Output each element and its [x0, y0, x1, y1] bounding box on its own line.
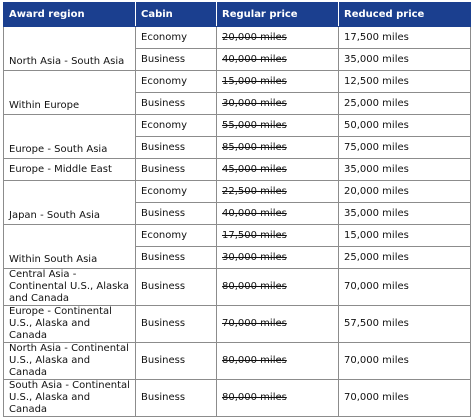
cabin-cell: Business [135, 136, 217, 159]
table-row: Europe - South Asia Economy 55,000 miles… [3, 114, 471, 159]
reduced-price-cell: 12,500 miles [338, 70, 471, 93]
reduced-price-cell: 15,000 miles [338, 224, 471, 247]
header-cabin: Cabin [135, 2, 217, 27]
reduced-price-cell: 17,500 miles [338, 26, 471, 49]
table-row: Business 40,000 miles 35,000 miles [4, 202, 471, 225]
reduced-price-cell: 70,000 miles [338, 342, 471, 380]
reduced-price-cell: 35,000 miles [338, 158, 471, 181]
cabin-cell: Economy [135, 224, 217, 247]
region-cell: South Asia - Continental U.S., Alaska an… [3, 379, 136, 417]
regular-price-cell: 80,000 miles [216, 379, 339, 417]
table-row: Business 30,000 miles 25,000 miles [4, 92, 471, 115]
regular-price-cell: 20,000 miles [216, 26, 339, 49]
cabin-cell: Business [135, 379, 217, 417]
header-regular-price: Regular price [216, 2, 339, 27]
table-row: North Asia - South Asia Economy 20,000 m… [3, 26, 471, 71]
table-row: South Asia - Continental U.S., Alaska an… [3, 379, 471, 417]
reduced-price-cell: 20,000 miles [338, 180, 471, 203]
reduced-price-cell: 25,000 miles [338, 92, 471, 115]
region-cell: Japan - South Asia [3, 180, 136, 225]
reduced-price-cell: 25,000 miles [338, 246, 471, 269]
cabin-cell: Business [135, 342, 217, 380]
regular-price-cell: 70,000 miles [216, 305, 339, 343]
regular-price-cell: 30,000 miles [216, 92, 339, 115]
regular-price-cell: 15,000 miles [216, 70, 339, 93]
cabin-cell: Business [135, 48, 217, 71]
table-row: Business 85,000 miles 75,000 miles [4, 136, 471, 159]
regular-price-cell: 85,000 miles [216, 136, 339, 159]
cabin-cell: Business [135, 202, 217, 225]
regular-price-cell: 55,000 miles [216, 114, 339, 137]
cabin-cell: Business [135, 246, 217, 269]
table-header-row: Award region Cabin Regular price Reduced… [3, 2, 471, 27]
reduced-price-cell: 70,000 miles [338, 268, 471, 306]
table-row: Europe - Continental U.S., Alaska and Ca… [3, 305, 471, 343]
header-reduced-price: Reduced price [338, 2, 471, 27]
reduced-price-cell: 70,000 miles [338, 379, 471, 417]
regular-price-cell: 40,000 miles [216, 48, 339, 71]
table-row: Europe - Middle East Business 45,000 mil… [3, 158, 471, 181]
region-cell: Within South Asia [3, 224, 136, 269]
regular-price-cell: 22,500 miles [216, 180, 339, 203]
cabin-cell: Business [135, 305, 217, 343]
regular-price-cell: 45,000 miles [216, 158, 339, 181]
cabin-cell: Economy [135, 180, 217, 203]
region-cell: Central Asia - Continental U.S., Alaska … [3, 268, 136, 306]
cabin-cell: Business [135, 268, 217, 306]
cabin-cell: Economy [135, 114, 217, 137]
cabin-cell: Economy [135, 70, 217, 93]
cabin-cell: Business [135, 158, 217, 181]
reduced-price-cell: 75,000 miles [338, 136, 471, 159]
cabin-cell: Business [135, 92, 217, 115]
reduced-price-cell: 57,500 miles [338, 305, 471, 343]
table-row: North Asia - Continental U.S., Alaska an… [3, 342, 471, 380]
header-award-region: Award region [3, 2, 136, 27]
table-row: Within South Asia Economy 17,500 miles 1… [3, 224, 471, 269]
region-cell: Within Europe [3, 70, 136, 115]
region-cell: Europe - South Asia [3, 114, 136, 159]
region-cell: Europe - Continental U.S., Alaska and Ca… [3, 305, 136, 343]
table-row: Central Asia - Continental U.S., Alaska … [3, 268, 471, 306]
region-cell: North Asia - Continental U.S., Alaska an… [3, 342, 136, 380]
regular-price-cell: 30,000 miles [216, 246, 339, 269]
regular-price-cell: 80,000 miles [216, 268, 339, 306]
reduced-price-cell: 35,000 miles [338, 202, 471, 225]
reduced-price-cell: 50,000 miles [338, 114, 471, 137]
table-row: Business 30,000 miles 25,000 miles [4, 246, 471, 269]
regular-price-cell: 80,000 miles [216, 342, 339, 380]
cabin-cell: Economy [135, 26, 217, 49]
table-row: Within Europe Economy 15,000 miles 12,50… [3, 70, 471, 115]
regular-price-cell: 17,500 miles [216, 224, 339, 247]
table-row: Japan - South Asia Economy 22,500 miles … [3, 180, 471, 225]
region-cell: North Asia - South Asia [3, 26, 136, 71]
reduced-price-cell: 35,000 miles [338, 48, 471, 71]
region-cell: Europe - Middle East [3, 158, 136, 181]
regular-price-cell: 40,000 miles [216, 202, 339, 225]
award-price-table: Award region Cabin Regular price Reduced… [3, 2, 471, 417]
